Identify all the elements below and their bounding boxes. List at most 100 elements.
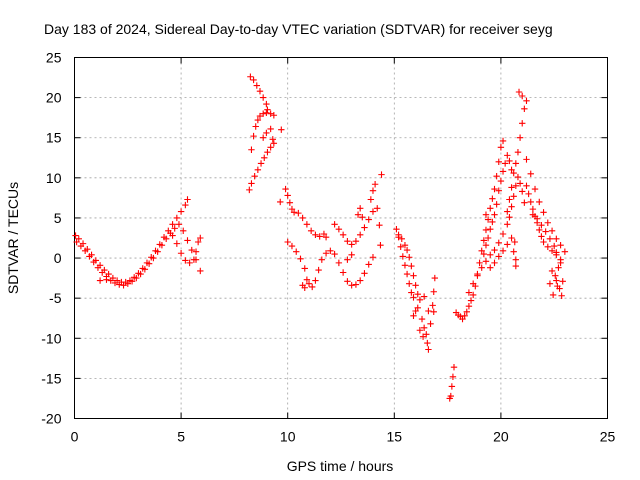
data-point (322, 250, 330, 257)
data-point (406, 254, 413, 261)
data-point (322, 233, 330, 241)
data-point (531, 185, 539, 193)
data-point (506, 157, 513, 165)
data-point (482, 242, 490, 249)
data-point (248, 146, 255, 153)
data-point (251, 173, 258, 180)
data-point (141, 266, 149, 273)
data-point (369, 254, 377, 261)
data-point (356, 277, 364, 284)
data-point (461, 312, 468, 320)
data-point (75, 235, 82, 243)
data-point (103, 276, 110, 283)
data-point (529, 205, 537, 213)
data-point (406, 280, 413, 287)
data-point (248, 180, 255, 187)
data-point (177, 250, 185, 257)
data-point (448, 383, 456, 390)
data-point (449, 373, 457, 380)
data-point (533, 215, 541, 222)
series-arc-6 (452, 88, 569, 323)
data-point (538, 221, 545, 229)
data-point (465, 289, 473, 296)
data-point (377, 242, 384, 249)
data-point (514, 173, 522, 181)
data-point (510, 169, 517, 177)
data-point (299, 214, 306, 222)
data-point (482, 258, 490, 265)
data-point (316, 233, 323, 240)
data-point (548, 247, 556, 255)
data-point (270, 112, 278, 119)
data-point (188, 246, 195, 254)
data-point (253, 82, 260, 89)
data-point (94, 264, 102, 271)
data-point (561, 248, 569, 255)
data-point (519, 92, 526, 100)
data-point (197, 267, 204, 275)
data-point (510, 193, 517, 200)
x-tick-label: 15 (387, 429, 403, 445)
data-point (515, 88, 523, 96)
data-point (361, 224, 368, 231)
data-point (497, 177, 505, 185)
data-point (284, 238, 291, 246)
data-point (553, 235, 560, 243)
data-point (73, 238, 80, 246)
data-point (197, 234, 204, 242)
data-point (499, 230, 507, 238)
data-point (546, 280, 554, 287)
data-point (487, 205, 494, 212)
x-axis-label: GPS time / hours (287, 458, 394, 474)
data-point (555, 264, 562, 271)
data-point (303, 276, 311, 283)
data-point (72, 232, 79, 239)
data-point (410, 312, 417, 320)
data-point (525, 190, 532, 198)
data-point (430, 308, 437, 316)
data-point (182, 201, 189, 209)
data-point (335, 225, 343, 233)
x-tick-label: 20 (493, 429, 509, 445)
data-point (77, 242, 85, 250)
x-tick-label: 10 (280, 429, 296, 445)
y-axis-label: SDTVAR / TECUs (5, 182, 21, 294)
data-point (264, 106, 271, 113)
y-tick-label: 25 (46, 50, 62, 66)
data-point (250, 76, 257, 84)
data-point (120, 282, 127, 289)
x-tick-label: 25 (600, 429, 616, 445)
data-point (315, 266, 322, 274)
data-point (474, 272, 481, 279)
data-point (369, 208, 377, 215)
data-point (107, 277, 114, 284)
data-point (173, 214, 181, 222)
data-point (401, 262, 409, 269)
data-point (478, 247, 485, 255)
data-point (150, 254, 157, 262)
data-point (487, 264, 494, 271)
series-arc-1 (72, 196, 204, 289)
data-point (348, 282, 355, 289)
data-point (169, 232, 176, 239)
y-tick-label: 0 (54, 250, 62, 266)
data-point (410, 294, 417, 301)
data-point (277, 198, 284, 206)
axis-ticks: 0 5 10 15 20 25 -20 -15 -10 -5 0 5 10 15 20 25 (41, 50, 615, 445)
data-point (497, 144, 505, 151)
data-point (553, 249, 560, 256)
y-tick-label: -15 (41, 370, 61, 386)
y-tick-label: 5 (54, 210, 62, 226)
data-point (429, 302, 436, 309)
data-point (425, 346, 432, 353)
data-point (414, 290, 421, 298)
data-point (297, 255, 304, 263)
data-point (504, 152, 511, 159)
data-point (540, 209, 547, 216)
data-point (158, 242, 166, 249)
data-point (521, 105, 528, 113)
data-point (499, 247, 507, 255)
data-point (510, 248, 517, 255)
data-point (482, 211, 490, 218)
data-point (482, 226, 490, 234)
